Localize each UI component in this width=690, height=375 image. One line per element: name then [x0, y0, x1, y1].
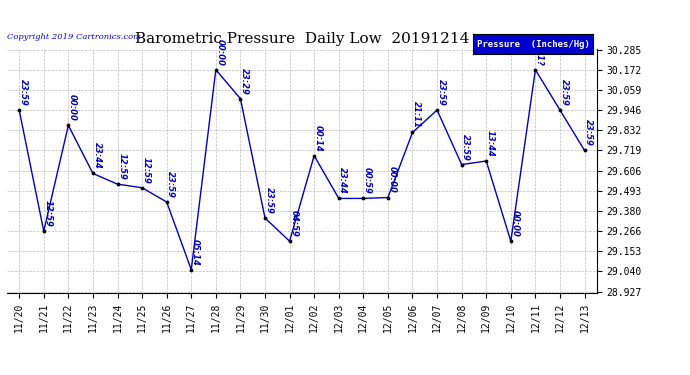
Text: 00:00: 00:00 — [215, 39, 224, 66]
Text: 00:00: 00:00 — [511, 210, 520, 237]
Text: 23:59: 23:59 — [462, 134, 471, 160]
Text: 12:59: 12:59 — [141, 157, 150, 184]
Text: 12:59: 12:59 — [43, 200, 52, 227]
Text: 05:14: 05:14 — [191, 238, 200, 266]
Text: 00:14: 00:14 — [314, 124, 323, 152]
Text: 12:59: 12:59 — [117, 153, 126, 180]
Text: 23:59: 23:59 — [437, 79, 446, 106]
Text: 23:59: 23:59 — [584, 120, 593, 146]
Text: Copyright 2019 Cartronics.com: Copyright 2019 Cartronics.com — [7, 33, 141, 41]
Text: 23:44: 23:44 — [92, 142, 101, 169]
Text: 23:44: 23:44 — [338, 167, 347, 194]
Text: 13:44: 13:44 — [486, 130, 495, 157]
Text: Pressure  (Inches/Hg): Pressure (Inches/Hg) — [477, 40, 589, 49]
Title: Barometric Pressure  Daily Low  20191214: Barometric Pressure Daily Low 20191214 — [135, 32, 469, 46]
Text: 00:00: 00:00 — [388, 166, 397, 194]
Text: 00:59: 00:59 — [363, 167, 372, 194]
Text: 23:59: 23:59 — [265, 187, 274, 214]
Text: 00:00: 00:00 — [68, 94, 77, 121]
Text: 23:59: 23:59 — [19, 79, 28, 106]
Text: 04:59: 04:59 — [289, 210, 298, 237]
Text: 00:1?: 00:1? — [535, 40, 544, 66]
Text: 23:59: 23:59 — [166, 171, 175, 198]
Text: 21:11: 21:11 — [412, 102, 421, 128]
Text: 23:29: 23:29 — [240, 68, 249, 94]
Text: 23:59: 23:59 — [560, 79, 569, 106]
